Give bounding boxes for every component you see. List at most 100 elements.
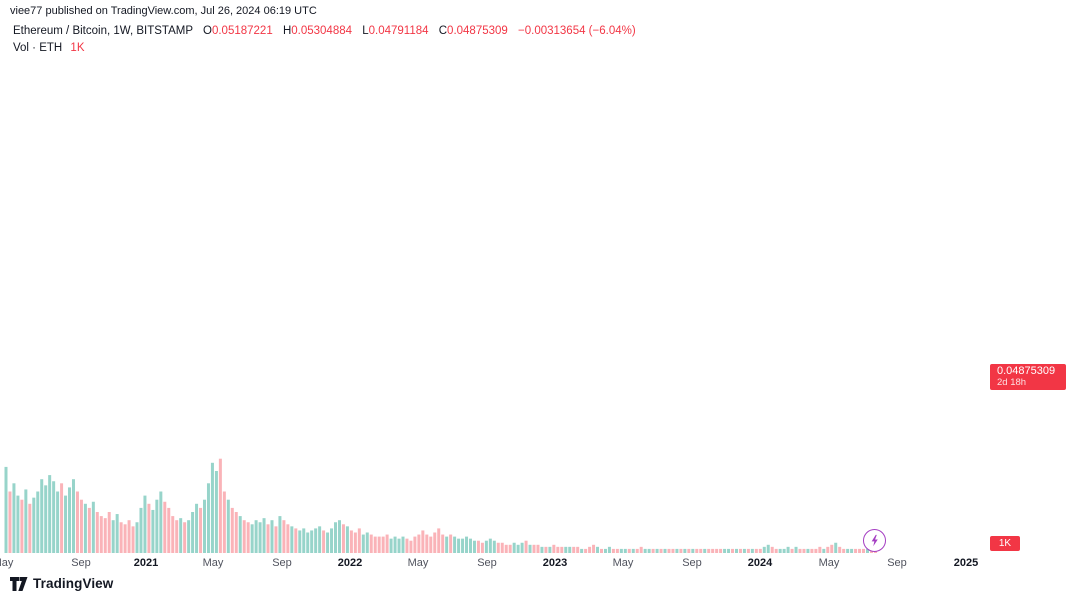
volume-bar	[20, 499, 24, 553]
volume-bar	[580, 548, 584, 553]
volume-bar	[429, 536, 433, 553]
time-axis-label: Sep	[887, 557, 907, 569]
volume-bar	[663, 548, 667, 553]
volume-bar	[500, 542, 504, 553]
volume-bar	[16, 495, 20, 553]
last-price-value: 0.04875309	[997, 365, 1056, 377]
ohlc-close-value: 0.04875309	[447, 25, 508, 37]
volume-bar	[794, 546, 798, 553]
volume-bar	[607, 546, 611, 553]
volume-bar	[167, 507, 171, 553]
volume-bar	[572, 546, 576, 553]
volume-bar	[858, 548, 862, 553]
volume-bar	[790, 548, 794, 553]
volume-bar	[568, 546, 572, 553]
volume-bar	[234, 512, 238, 553]
volume-bar	[91, 501, 95, 553]
volume-bar	[195, 503, 199, 553]
volume-bar	[548, 546, 552, 553]
price-chart-canvas[interactable]	[0, 0, 988, 556]
volume-bar	[731, 548, 735, 553]
volume-bar	[302, 528, 306, 553]
volume-bar	[750, 548, 754, 553]
volume-bar	[206, 483, 210, 553]
time-axis-label: 2025	[953, 557, 979, 569]
ohlc-low-key: L	[362, 25, 369, 37]
volume-bar	[266, 524, 270, 553]
volume-bar	[826, 546, 830, 553]
volume-bar	[623, 548, 627, 553]
volume-bar	[365, 532, 369, 553]
volume-bar	[635, 548, 639, 553]
volume-bar	[322, 530, 326, 553]
lightning-icon	[871, 534, 878, 547]
time-axis-label: May	[407, 557, 429, 569]
volume-bar	[564, 546, 568, 553]
volume-bar	[357, 528, 361, 553]
volume-bar	[723, 548, 727, 553]
bar-countdown: 2d 18h	[997, 377, 1027, 388]
volume-bar	[83, 503, 87, 553]
volume-bar	[536, 544, 540, 553]
volume-bar	[806, 548, 810, 553]
volume-bar	[127, 520, 131, 553]
volume-bar	[687, 548, 691, 553]
volume-bar	[286, 524, 290, 553]
volume-bar	[441, 534, 445, 553]
ohlc-high-value: 0.05304884	[291, 25, 353, 37]
volume-bar	[492, 540, 496, 553]
time-axis-label: 2024	[747, 557, 773, 569]
volume-bar	[242, 520, 246, 553]
volume-bar	[12, 483, 16, 553]
volume-bar	[782, 548, 786, 553]
volume-bar	[508, 544, 512, 553]
volume-bar	[79, 499, 83, 553]
volume-bar	[381, 536, 385, 553]
ohlc-open-value: 0.05187221	[211, 25, 273, 37]
volume-bar	[262, 518, 266, 553]
volume-bar	[143, 495, 147, 553]
volume-bar	[603, 548, 607, 553]
ohlc-close-key: C	[438, 25, 448, 37]
volume-bar	[103, 518, 107, 553]
volume-bar	[647, 548, 651, 553]
volume-bar	[727, 548, 731, 553]
tradingview-logo[interactable]: TradingView	[10, 576, 113, 591]
volume-bar	[540, 546, 544, 553]
time-axis-label: 2021	[133, 557, 159, 569]
volume-bar	[802, 548, 806, 553]
volume-bar	[846, 548, 850, 553]
time-axis-label: May	[202, 557, 224, 569]
volume-bar	[44, 485, 48, 553]
volume-bar	[258, 522, 262, 553]
volume-bar	[465, 536, 469, 553]
volume-bar	[560, 546, 564, 553]
volume-bar	[544, 546, 548, 553]
boost-button[interactable]	[863, 529, 886, 552]
volume-bar	[822, 548, 826, 553]
volume-bar	[290, 526, 294, 553]
volume-bar	[64, 495, 68, 553]
tradingview-logo-text: TradingView	[33, 576, 114, 591]
volume-bar	[830, 544, 834, 553]
volume-bar	[171, 516, 175, 553]
volume-bar	[679, 548, 683, 553]
time-axis-label: May	[0, 557, 14, 569]
ohlc-high-key: H	[282, 25, 292, 37]
volume-bar	[699, 548, 703, 553]
volume-bar	[56, 491, 60, 553]
volume-bar	[834, 542, 838, 553]
time-axis-label: May	[818, 557, 840, 569]
volume-bar	[274, 526, 278, 553]
volume-bar	[210, 462, 214, 553]
tradingview-logo-icon	[10, 576, 28, 591]
volume-bar	[238, 516, 242, 553]
volume-bar	[738, 548, 742, 553]
time-axis-label: Sep	[71, 557, 91, 569]
volume-bar	[413, 536, 417, 553]
volume-status-line: Vol · ETH 1K	[13, 42, 85, 54]
volume-bar	[119, 522, 123, 553]
volume-bar	[353, 532, 357, 553]
volume-bar	[504, 544, 508, 553]
volume-bar	[484, 540, 488, 553]
